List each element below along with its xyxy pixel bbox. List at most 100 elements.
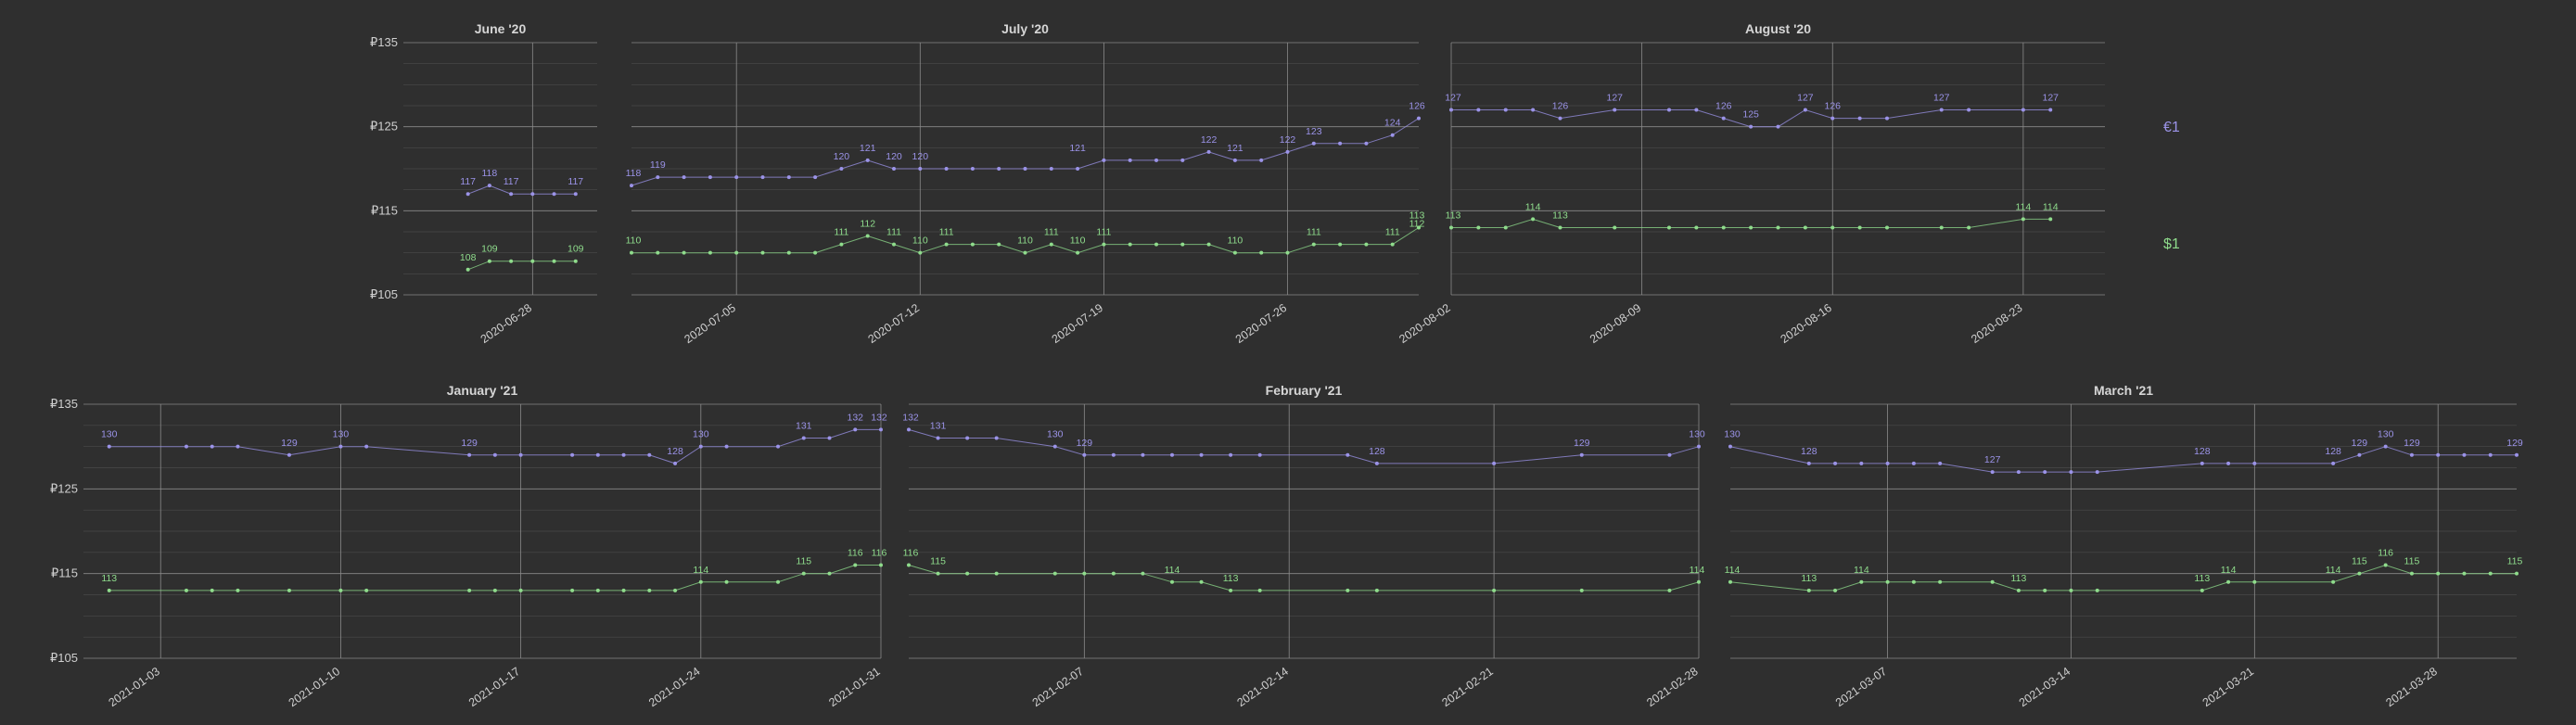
data-label: 132	[871, 412, 887, 423]
data-point	[465, 267, 470, 272]
data-label: 114	[2043, 201, 2059, 212]
y-tick-label: ₽125	[370, 120, 398, 134]
data-point	[656, 250, 660, 255]
data-point	[184, 444, 188, 449]
x-tick-label: 2020-07-19	[1050, 301, 1105, 346]
data-point	[1180, 158, 1185, 162]
series-line	[1729, 446, 2517, 473]
data-point	[1833, 588, 1838, 592]
data-label: 116	[2378, 548, 2393, 559]
data-point	[1833, 461, 1838, 465]
data-point	[236, 588, 240, 592]
data-point	[1345, 452, 1350, 457]
y-tick-label: ₽135	[50, 397, 78, 411]
x-tick-label: 2020-08-02	[1396, 301, 1452, 346]
data-point	[827, 436, 832, 440]
data-point	[1967, 108, 1971, 112]
data-point	[570, 452, 575, 457]
data-point	[287, 452, 291, 457]
data-point	[1390, 242, 1395, 247]
data-label: 126	[1409, 101, 1425, 112]
data-label: 114	[1525, 201, 1541, 212]
data-point	[1776, 225, 1780, 230]
data-point	[1390, 133, 1395, 137]
x-tick-label: 2020-08-09	[1588, 301, 1643, 346]
x-tick-label: 2021-01-10	[287, 665, 342, 709]
data-point	[1694, 225, 1699, 230]
data-point	[2383, 444, 2388, 449]
data-point	[287, 588, 291, 592]
data-point	[970, 167, 975, 171]
data-point	[1558, 116, 1562, 121]
data-point	[786, 250, 791, 255]
data-label: 111	[1307, 227, 1321, 238]
data-point	[487, 184, 491, 188]
data-point	[2436, 452, 2441, 457]
data-label: 111	[886, 227, 901, 238]
data-point	[1938, 461, 1943, 465]
data-label: 128	[1801, 446, 1817, 457]
data-point	[944, 242, 949, 247]
chart-title: July '20	[1001, 21, 1049, 36]
data-point	[1049, 242, 1053, 247]
data-label: 121	[1069, 143, 1086, 154]
x-tick-label: 2021-03-21	[2200, 665, 2256, 709]
data-point	[236, 444, 240, 449]
data-point	[1417, 225, 1421, 230]
data-point	[2021, 217, 2025, 222]
data-label: 113	[101, 573, 117, 584]
data-point	[2409, 571, 2414, 576]
data-point	[673, 588, 678, 592]
data-label: 115	[2352, 556, 2367, 567]
y-tick-label: ₽135	[370, 35, 398, 49]
data-label: 117	[504, 176, 519, 187]
data-label: 126	[1715, 101, 1732, 112]
y-tick-label: ₽105	[50, 651, 78, 665]
data-point	[1939, 108, 1944, 112]
data-point	[970, 242, 975, 247]
data-label: 130	[2378, 429, 2394, 440]
data-point	[1697, 444, 1701, 449]
data-point	[907, 563, 911, 567]
data-point	[1180, 242, 1185, 247]
x-tick-label: 2020-06-28	[478, 301, 534, 346]
data-point	[2048, 108, 2053, 112]
data-point	[1990, 470, 1995, 475]
series-line	[467, 184, 576, 195]
data-label: 109	[481, 244, 498, 255]
data-label: 117	[460, 176, 476, 187]
data-point	[1667, 588, 1672, 592]
data-label: 120	[886, 151, 902, 162]
data-label: 131	[930, 421, 947, 432]
data-point	[1111, 452, 1116, 457]
data-point	[467, 588, 472, 592]
data-point	[965, 571, 970, 576]
data-label: 127	[1933, 93, 1950, 104]
data-point	[907, 427, 911, 432]
data-point	[1023, 167, 1027, 171]
data-point	[465, 192, 470, 197]
data-label: 110	[1070, 235, 1086, 247]
data-point	[1885, 579, 1890, 584]
data-point	[1206, 242, 1211, 247]
data-point	[1749, 124, 1753, 129]
data-label: 131	[796, 421, 812, 432]
data-label: 111	[1385, 227, 1400, 238]
data-point	[1259, 250, 1264, 255]
data-point	[1531, 217, 1536, 222]
data-label: 113	[1552, 210, 1568, 221]
data-point	[1082, 571, 1087, 576]
data-label: 108	[460, 252, 477, 263]
data-point	[647, 588, 652, 592]
data-label: 113	[1409, 210, 1425, 221]
data-point	[530, 192, 535, 197]
data-point	[1374, 588, 1379, 592]
data-point	[1579, 452, 1584, 457]
data-label: 118	[626, 168, 642, 179]
data-label: 128	[1369, 446, 1385, 457]
data-point	[2069, 470, 2073, 475]
data-label: 110	[626, 235, 642, 247]
data-point	[1285, 149, 1290, 154]
y-tick-label: ₽125	[50, 481, 78, 495]
data-point	[1476, 108, 1481, 112]
